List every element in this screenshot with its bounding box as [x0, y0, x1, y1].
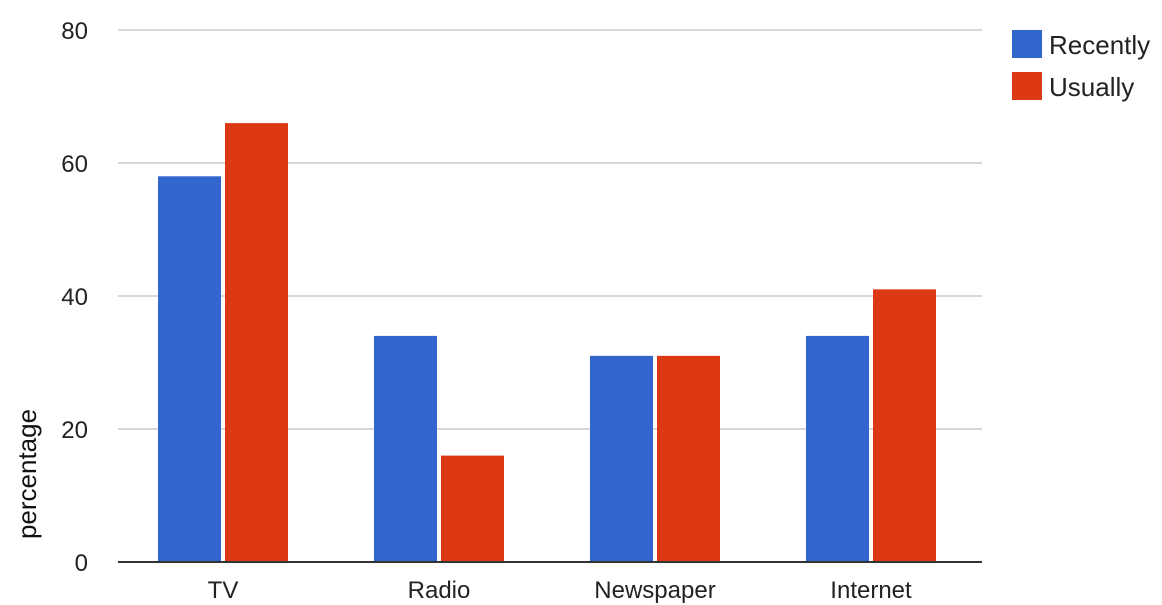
legend-label-recently: Recently [1049, 30, 1150, 60]
bar-usually-newspaper [657, 355, 720, 562]
y-axis-ticks: 0 20 40 60 80 [61, 18, 88, 577]
legend: Recently Usually [1012, 30, 1150, 102]
bar-recently-internet [806, 335, 869, 562]
y-tick-label: 60 [61, 151, 88, 178]
bar-usually-radio [441, 455, 504, 562]
y-axis-title: percentage [12, 409, 42, 539]
legend-swatch-usually [1012, 72, 1042, 100]
y-tick-label: 40 [61, 284, 88, 311]
x-axis-ticks: TV Radio Newspaper Internet [208, 577, 912, 604]
bar-usually-tv [225, 123, 288, 562]
x-tick-label: Newspaper [594, 577, 715, 604]
legend-label-usually: Usually [1049, 72, 1134, 102]
y-tick-label: 80 [61, 18, 88, 45]
bar-usually-internet [873, 289, 936, 562]
x-tick-label: Internet [830, 577, 912, 604]
bars [158, 123, 936, 563]
y-tick-label: 20 [61, 417, 88, 444]
bar-recently-newspaper [590, 355, 653, 562]
bar-recently-radio [374, 335, 437, 562]
x-tick-label: TV [208, 577, 239, 604]
y-tick-label: 0 [75, 550, 88, 577]
bar-recently-tv [158, 176, 221, 563]
legend-swatch-recently [1012, 30, 1042, 58]
x-tick-label: Radio [408, 577, 471, 604]
